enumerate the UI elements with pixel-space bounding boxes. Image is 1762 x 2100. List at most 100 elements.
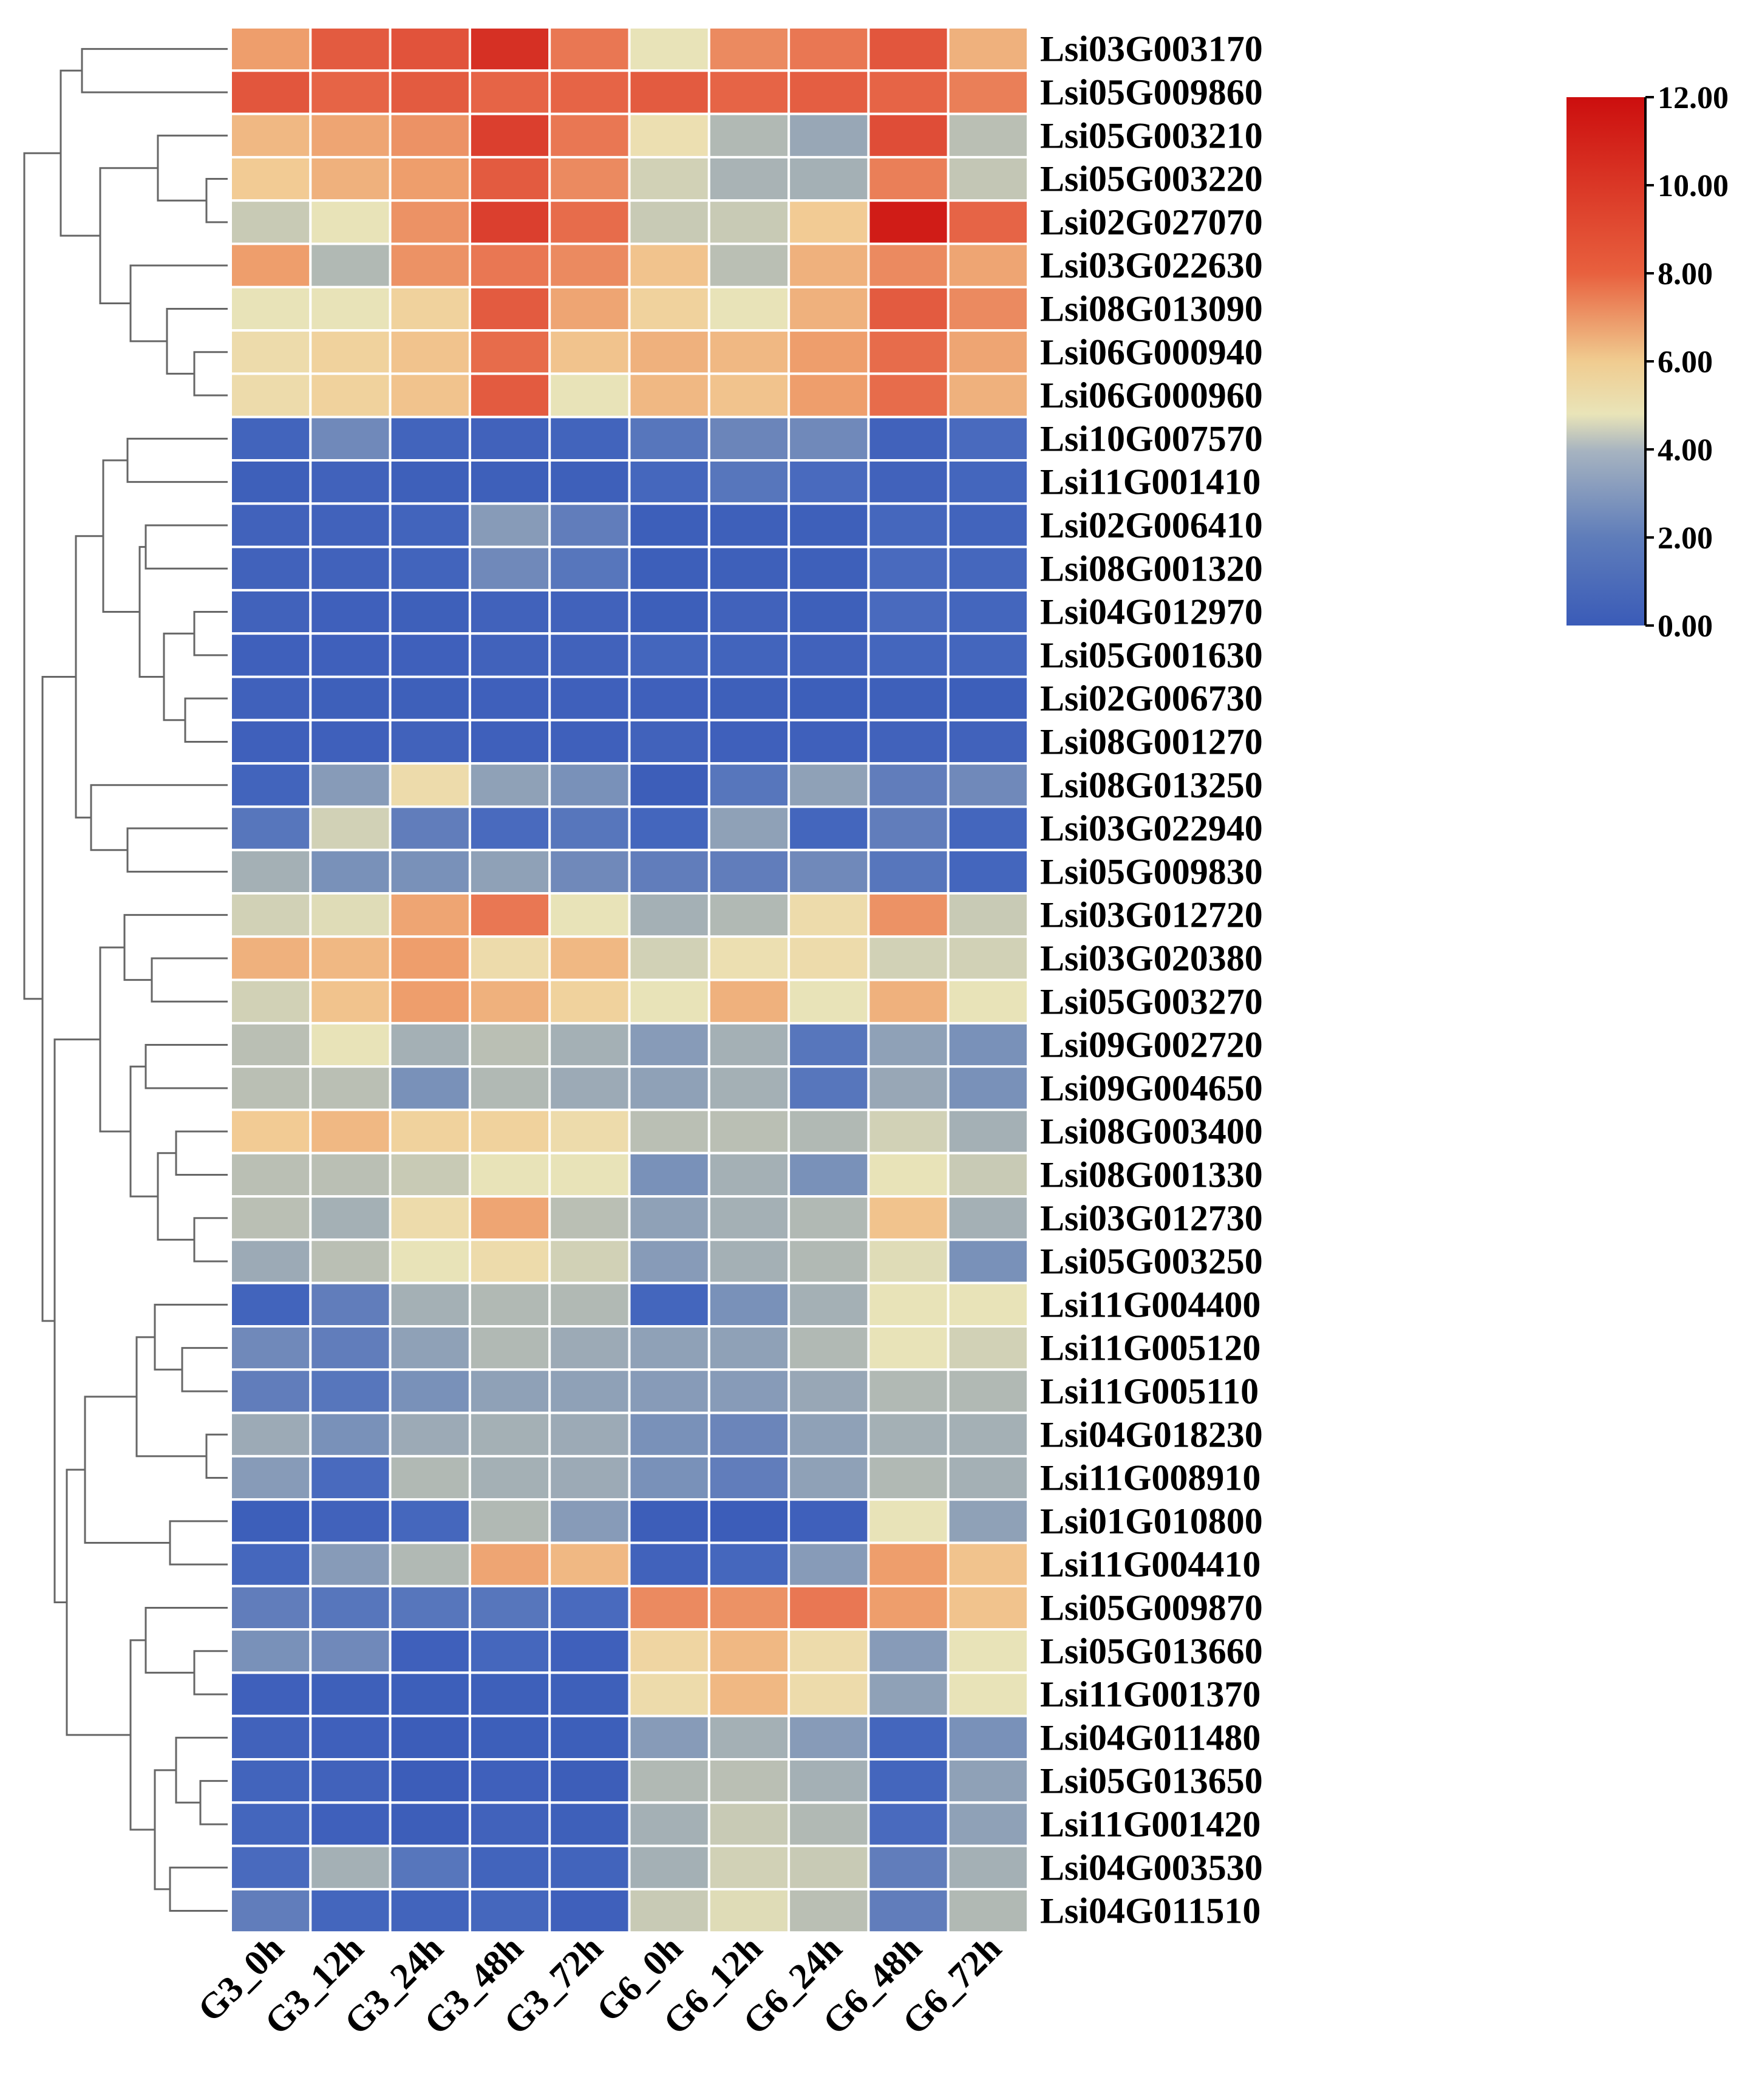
heatmap-cell: [389, 675, 471, 721]
row-label: Lsi11G005120: [1040, 1328, 1260, 1368]
heatmap-cell: [468, 242, 551, 288]
heatmap-cell: [230, 459, 312, 505]
row-label: Lsi06G000960: [1040, 375, 1263, 415]
heatmap-cell: [947, 459, 1029, 505]
heatmap-cell: [947, 1368, 1029, 1414]
heatmap-cell: [230, 1671, 312, 1717]
heatmap-cell: [468, 1368, 551, 1414]
heatmap-cell: [707, 415, 791, 462]
dendrogram-link: [193, 1650, 228, 1696]
heatmap-cell: [389, 1454, 471, 1501]
heatmap-cell: [389, 242, 471, 288]
heatmap-cell: [707, 199, 791, 245]
heatmap-cell: [548, 1281, 631, 1328]
heatmap-cell: [787, 26, 870, 72]
heatmap-cell: [548, 848, 631, 895]
dendrogram-link: [138, 546, 164, 678]
heatmap-cell: [628, 199, 710, 245]
heatmap-cell: [947, 1584, 1029, 1631]
dendrogram-link: [126, 827, 228, 873]
heatmap-cell: [548, 762, 631, 808]
row-label: Lsi05G013660: [1040, 1631, 1263, 1671]
heatmap-cell: [867, 1195, 950, 1241]
heatmap-cell: [867, 112, 950, 159]
heatmap-cell: [389, 805, 471, 851]
heatmap-cell: [230, 805, 312, 851]
heatmap-cell: [230, 199, 312, 245]
heatmap-cell: [867, 69, 950, 115]
row-label: Lsi11G001370: [1040, 1674, 1260, 1714]
heatmap-cell: [867, 1021, 950, 1068]
heatmap-cell: [389, 329, 471, 375]
heatmap-cell: [867, 26, 950, 72]
heatmap-cell: [867, 718, 950, 765]
heatmap-cell: [468, 1628, 551, 1674]
heatmap-cell: [947, 1195, 1029, 1241]
heatmap-cell: [628, 805, 710, 851]
heatmap-cell: [309, 1844, 392, 1890]
heatmap-cell: [468, 1108, 551, 1154]
row-label: Lsi11G001410: [1040, 462, 1260, 502]
row-label: Lsi02G006410: [1040, 505, 1263, 545]
heatmap-cell: [628, 1714, 710, 1761]
heatmap-cell: [628, 675, 710, 721]
heatmap-cell: [548, 112, 631, 159]
heatmap-cell: [230, 978, 312, 1024]
heatmap-cells: [230, 26, 1029, 1934]
heatmap-cell: [947, 1238, 1029, 1284]
heatmap-cell: [867, 1758, 950, 1804]
heatmap-cell: [787, 285, 870, 332]
heatmap-cell: [787, 415, 870, 462]
heatmap-cell: [787, 1368, 870, 1414]
heatmap-cell: [548, 1021, 631, 1068]
heatmap-cell: [468, 1584, 551, 1631]
heatmap-cell: [548, 978, 631, 1024]
dendrogram-link: [145, 524, 228, 570]
heatmap-cell: [947, 329, 1029, 375]
heatmap-cell: [787, 1758, 870, 1804]
heatmap-cell: [309, 1151, 392, 1198]
heatmap-cell: [787, 69, 870, 115]
heatmap-cell: [787, 848, 870, 895]
heatmap-cell: [548, 1844, 631, 1890]
row-label: Lsi10G007570: [1040, 418, 1263, 459]
heatmap-cell: [947, 1541, 1029, 1587]
colorbar-gradient: [1566, 97, 1645, 626]
heatmap-cell: [230, 112, 312, 159]
heatmap-cell: [707, 805, 791, 851]
heatmap-cell: [468, 762, 551, 808]
heatmap-cell: [468, 718, 551, 765]
heatmap-cell: [707, 285, 791, 332]
heatmap-cell: [707, 1151, 791, 1198]
heatmap-cell: [628, 1065, 710, 1111]
heatmap-cell: [787, 1281, 870, 1328]
heatmap-cell: [947, 545, 1029, 591]
heatmap-cell: [947, 1065, 1029, 1111]
heatmap-cell: [867, 329, 950, 375]
heatmap-cell: [787, 112, 870, 159]
colorbar-tick-label: 4.00: [1658, 433, 1713, 468]
heatmap-cell: [548, 502, 631, 548]
heatmap-cell: [230, 502, 312, 548]
heatmap-cell: [468, 1498, 551, 1544]
dendrogram-link: [166, 307, 228, 375]
heatmap-cell: [389, 1368, 471, 1414]
heatmap-cell: [787, 1151, 870, 1198]
heatmap-cell: [947, 112, 1029, 159]
heatmap-cell: [309, 632, 392, 678]
heatmap-cell: [628, 892, 710, 938]
heatmap-cell: [867, 588, 950, 635]
row-label: Lsi05G009870: [1040, 1587, 1263, 1628]
heatmap-cell: [389, 415, 471, 462]
row-label: Lsi09G004650: [1040, 1068, 1263, 1108]
heatmap-cell: [787, 502, 870, 548]
heatmap-cell: [309, 762, 392, 808]
heatmap-cell: [947, 978, 1029, 1024]
heatmap-cell: [230, 415, 312, 462]
heatmap-cell: [309, 1671, 392, 1717]
row-label: Lsi08G013250: [1040, 765, 1263, 805]
heatmap-cell: [707, 848, 791, 895]
heatmap-cell: [468, 1887, 551, 1934]
heatmap-cell: [947, 199, 1029, 245]
heatmap-cell: [787, 329, 870, 375]
